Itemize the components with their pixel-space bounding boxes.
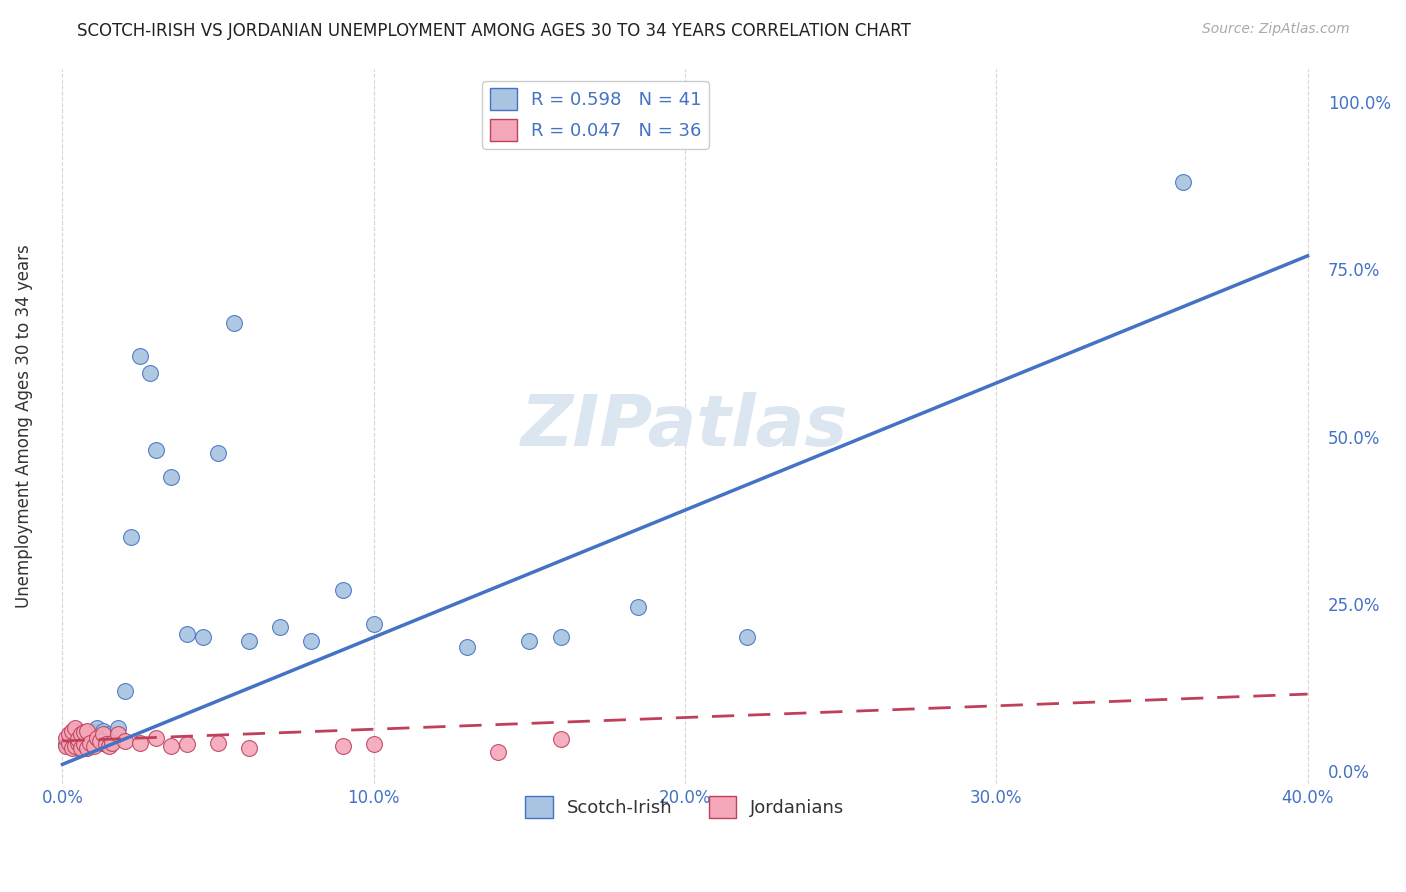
Point [66, 731, 89, 746]
Point [76, 729, 98, 743]
Point [301, 633, 323, 648]
Point [332, 739, 354, 753]
Point [73, 737, 96, 751]
Point [107, 727, 129, 741]
Point [207, 446, 229, 460]
Point [238, 633, 260, 648]
Point [129, 349, 152, 363]
Text: ZIPatlas: ZIPatlas [522, 392, 849, 461]
Point [145, 442, 167, 457]
Point [55, 739, 77, 753]
Point [63, 734, 86, 748]
Point [66, 723, 89, 738]
Text: Source: ZipAtlas.com: Source: ZipAtlas.com [1202, 22, 1350, 37]
Point [120, 530, 142, 544]
Point [83, 739, 105, 753]
Legend: Scotch-Irish, Jordanians: Scotch-Irish, Jordanians [519, 789, 852, 825]
Point [207, 736, 229, 750]
Text: SCOTCH-IRISH VS JORDANIAN UNEMPLOYMENT AMONG AGES 30 TO 34 YEARS CORRELATION CHA: SCOTCH-IRISH VS JORDANIAN UNEMPLOYMENT A… [77, 22, 911, 40]
Point [89, 734, 111, 748]
Point [63, 721, 86, 735]
Point [91, 727, 114, 741]
Point [98, 739, 121, 753]
Point [94, 737, 117, 751]
Point [627, 600, 650, 615]
Point [76, 723, 98, 738]
Point [79, 736, 101, 750]
Point [269, 620, 291, 634]
Point [363, 616, 385, 631]
Point [486, 745, 509, 759]
Point [98, 727, 121, 741]
Point [176, 737, 198, 751]
Point [70, 740, 93, 755]
Point [550, 630, 572, 644]
Point [114, 683, 136, 698]
Point [58, 736, 80, 750]
Point [76, 740, 98, 755]
Point [238, 740, 260, 755]
Point [60, 736, 83, 750]
Point [456, 640, 478, 655]
Point [55, 731, 77, 745]
Point [60, 727, 83, 741]
Point [1171, 175, 1194, 189]
Point [60, 740, 83, 755]
Point [138, 366, 160, 380]
Point [86, 731, 108, 745]
Point [58, 727, 80, 741]
Point [176, 627, 198, 641]
Point [129, 736, 152, 750]
Point [89, 736, 111, 750]
Point [107, 721, 129, 735]
Point [222, 316, 245, 330]
Point [86, 721, 108, 735]
Point [191, 630, 214, 644]
Point [58, 739, 80, 753]
Point [83, 725, 105, 739]
Point [58, 731, 80, 745]
Point [101, 736, 124, 750]
Point [79, 737, 101, 751]
Point [101, 734, 124, 748]
Point [73, 731, 96, 746]
Point [91, 723, 114, 738]
Point [363, 737, 385, 751]
Point [66, 736, 89, 750]
Point [735, 630, 758, 644]
Y-axis label: Unemployment Among Ages 30 to 34 years: Unemployment Among Ages 30 to 34 years [15, 244, 32, 608]
Point [550, 731, 572, 746]
Point [70, 727, 93, 741]
Point [60, 723, 83, 738]
Point [66, 740, 89, 755]
Point [160, 739, 183, 753]
Point [519, 633, 541, 648]
Point [332, 583, 354, 598]
Point [114, 734, 136, 748]
Point [94, 731, 117, 745]
Point [145, 731, 167, 745]
Point [55, 737, 77, 751]
Point [63, 739, 86, 753]
Point [73, 725, 96, 739]
Point [160, 469, 183, 483]
Point [70, 739, 93, 753]
